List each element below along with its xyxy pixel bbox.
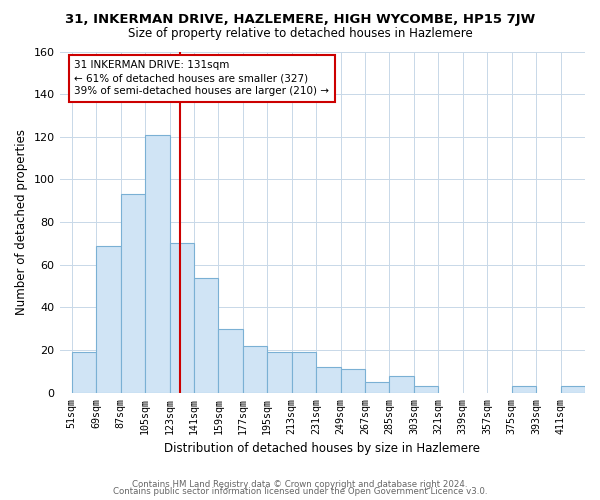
Text: Contains public sector information licensed under the Open Government Licence v3: Contains public sector information licen… (113, 487, 487, 496)
Bar (267, 352, 292, 393)
Bar (121, 194, 145, 393)
Bar (72, 352, 96, 393)
Bar (243, 346, 267, 393)
Bar (316, 367, 341, 393)
Bar (170, 244, 194, 393)
Bar (145, 134, 170, 393)
Bar (292, 352, 316, 393)
Text: 31, INKERMAN DRIVE, HAZLEMERE, HIGH WYCOMBE, HP15 7JW: 31, INKERMAN DRIVE, HAZLEMERE, HIGH WYCO… (65, 12, 535, 26)
Bar (414, 386, 439, 393)
Y-axis label: Number of detached properties: Number of detached properties (15, 129, 28, 315)
Bar (389, 376, 414, 393)
Text: Size of property relative to detached houses in Hazlemere: Size of property relative to detached ho… (128, 28, 472, 40)
Bar (96, 246, 121, 393)
Text: 31 INKERMAN DRIVE: 131sqm
← 61% of detached houses are smaller (327)
39% of semi: 31 INKERMAN DRIVE: 131sqm ← 61% of detac… (74, 60, 329, 96)
Bar (560, 386, 585, 393)
Bar (512, 386, 536, 393)
Bar (341, 370, 365, 393)
Bar (194, 278, 218, 393)
Text: Contains HM Land Registry data © Crown copyright and database right 2024.: Contains HM Land Registry data © Crown c… (132, 480, 468, 489)
Bar (365, 382, 389, 393)
X-axis label: Distribution of detached houses by size in Hazlemere: Distribution of detached houses by size … (164, 442, 480, 455)
Bar (218, 329, 243, 393)
